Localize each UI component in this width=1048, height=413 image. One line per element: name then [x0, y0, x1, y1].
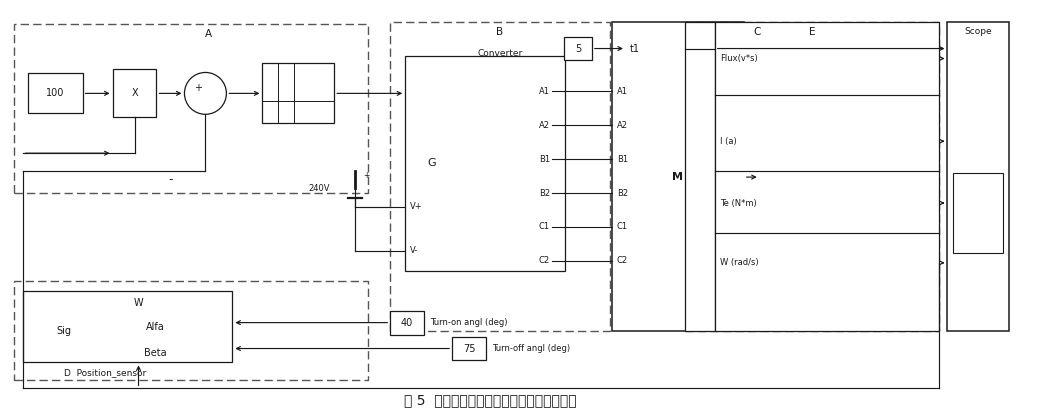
Text: C1: C1 — [617, 223, 628, 231]
Text: D  Position_sensor: D Position_sensor — [64, 368, 146, 377]
Bar — [27, 74, 83, 113]
Text: t1: t1 — [630, 43, 640, 54]
Bar — [262, 64, 334, 123]
Text: Sig: Sig — [57, 325, 71, 336]
Text: B1: B1 — [617, 154, 628, 164]
Text: A2: A2 — [539, 121, 550, 130]
Text: M: M — [673, 172, 683, 182]
Text: A2: A2 — [617, 121, 628, 130]
Bar — [612, 21, 744, 330]
Text: 100: 100 — [46, 88, 64, 98]
Text: Scope: Scope — [964, 27, 992, 36]
Bar — [452, 337, 486, 361]
Text: 图 5  通用开关磁阻电机驱动系统俺真结构图: 图 5 通用开关磁阻电机驱动系统俺真结构图 — [403, 393, 576, 407]
Bar — [14, 281, 368, 380]
Text: E: E — [809, 26, 815, 37]
Bar — [14, 24, 368, 193]
Bar — [954, 173, 1003, 253]
Text: C2: C2 — [539, 256, 550, 265]
Text: B2: B2 — [539, 189, 550, 197]
Text: +: + — [364, 171, 370, 180]
Text: A: A — [205, 28, 213, 38]
Bar — [390, 311, 424, 335]
Text: V-: V- — [410, 246, 418, 255]
Text: +: + — [195, 83, 202, 93]
Text: V+: V+ — [410, 202, 422, 211]
Text: C2: C2 — [617, 256, 628, 265]
Text: B1: B1 — [539, 154, 550, 164]
Bar — [112, 69, 156, 117]
Text: Converter: Converter — [478, 49, 523, 58]
Text: 75: 75 — [463, 344, 476, 354]
Text: X: X — [131, 88, 138, 98]
Bar — [684, 21, 715, 330]
Bar — [23, 291, 233, 363]
Text: 40: 40 — [401, 318, 413, 328]
Text: W: W — [134, 298, 144, 308]
Text: B: B — [497, 26, 504, 37]
Text: Te (N*m): Te (N*m) — [720, 199, 757, 207]
Text: Beta: Beta — [145, 347, 167, 358]
Bar — [564, 37, 592, 60]
Text: A1: A1 — [617, 87, 628, 96]
Text: B2: B2 — [617, 189, 628, 197]
Text: W (rad/s): W (rad/s) — [720, 258, 759, 267]
Bar — [947, 21, 1009, 330]
Bar — [684, 21, 939, 330]
Text: -: - — [169, 173, 173, 185]
Text: 240V: 240V — [309, 183, 330, 192]
Bar — [406, 55, 565, 271]
Text: Alfa: Alfa — [146, 322, 165, 332]
Text: Turn-off angl (deg): Turn-off angl (deg) — [493, 344, 570, 353]
Text: C: C — [754, 26, 761, 37]
Text: C1: C1 — [539, 223, 550, 231]
Text: Flux(v*s): Flux(v*s) — [720, 54, 758, 63]
Text: G: G — [428, 158, 436, 168]
Text: Turn-on angl (deg): Turn-on angl (deg) — [430, 318, 507, 327]
Bar — [390, 21, 610, 330]
Text: 5: 5 — [574, 43, 581, 54]
Text: A1: A1 — [539, 87, 550, 96]
Bar — [715, 21, 939, 330]
Text: I (a): I (a) — [720, 137, 737, 146]
